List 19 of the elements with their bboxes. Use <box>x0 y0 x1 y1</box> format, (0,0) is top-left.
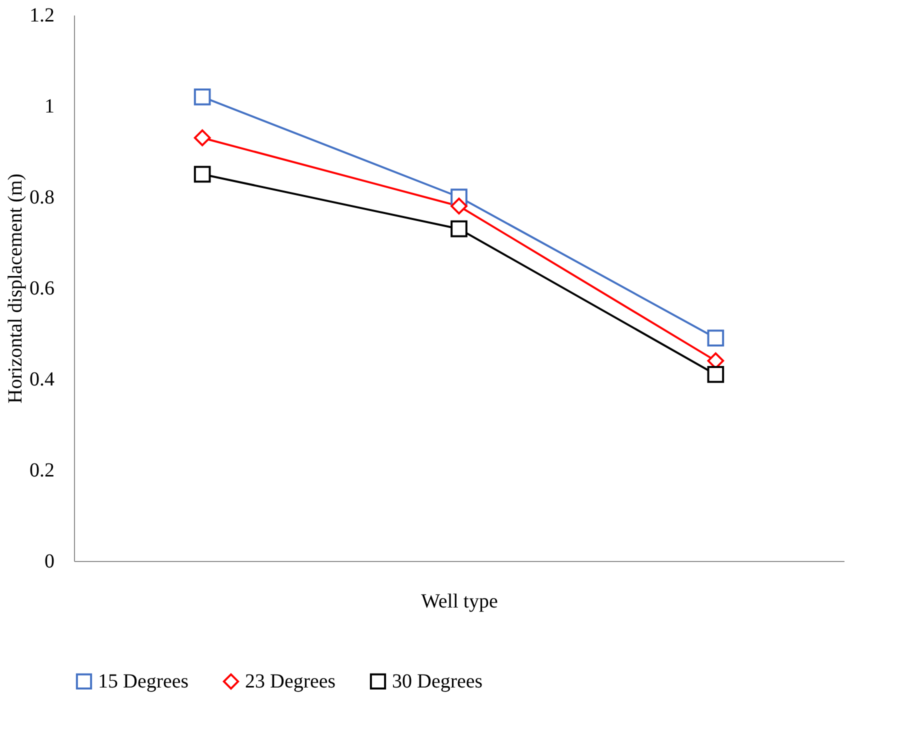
legend-label: 30 Degrees <box>392 670 483 692</box>
y-tick-label: 0.6 <box>30 278 54 300</box>
point <box>194 166 211 183</box>
point <box>707 366 724 383</box>
y-tick-label: 0.4 <box>30 368 54 390</box>
x-axis-title: Well type <box>421 590 498 612</box>
legend-label: 23 Degrees <box>245 670 336 692</box>
y-axis-title: Horizontal displacement (m) <box>4 174 26 404</box>
point <box>194 88 211 106</box>
y-tick-label: 1 <box>44 96 54 118</box>
y-tick-label: 0.2 <box>30 460 54 482</box>
legend-label: 15 Degrees <box>98 670 189 692</box>
y-tick-label: 0 <box>44 550 54 572</box>
point <box>450 220 468 238</box>
y-tick-label: 0.8 <box>30 186 54 208</box>
point <box>707 330 724 346</box>
point <box>194 129 211 146</box>
y-tick-label: 1.2 <box>30 4 54 26</box>
point <box>450 198 468 215</box>
